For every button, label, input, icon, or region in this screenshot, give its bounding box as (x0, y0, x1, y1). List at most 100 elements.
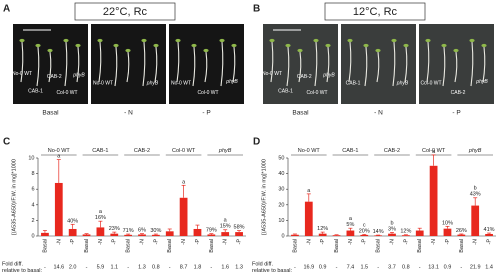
seedling-leaf (75, 43, 81, 48)
x-tick-label: -P (195, 239, 201, 245)
seedling-leaf (441, 43, 447, 48)
percent-label: 58% (234, 224, 245, 230)
letter-label: a (349, 216, 353, 222)
x-tick-label: Basal (42, 239, 48, 253)
y-tick-label: 6 (31, 187, 34, 193)
seedling-stem (114, 46, 118, 87)
seedling-leaf (175, 38, 181, 43)
bar (138, 234, 146, 236)
photo-label: CAB-2 (451, 90, 466, 96)
seedling-stem (192, 46, 196, 87)
seedling-stem (392, 41, 396, 87)
photo-label: No-0 WT (262, 71, 282, 77)
x-tick-label: Basal (209, 239, 215, 253)
group-label: phyB (468, 148, 482, 154)
percent-label: 20% (359, 228, 370, 234)
photo-label: CAB-1 (346, 81, 361, 87)
group-label: Col-0 WT (172, 148, 196, 154)
bar (165, 231, 174, 236)
seedling-leaf (285, 43, 291, 48)
fold-diff: 0.8 (402, 264, 410, 270)
seedling-leaf (113, 43, 119, 48)
seedling-leaf (35, 43, 41, 48)
bar (235, 232, 243, 236)
seedling-leaf (219, 38, 225, 43)
bar (429, 165, 438, 236)
seedling-stem (298, 51, 302, 83)
seedling-stem (482, 46, 486, 83)
x-tick-label: -N (181, 239, 187, 245)
percent-label: 40% (67, 218, 78, 224)
letter-label: a (99, 209, 103, 215)
photo-label: phyB (146, 81, 159, 87)
panel-letter: B (253, 4, 260, 15)
fold-diff: 1.3 (138, 264, 146, 270)
fold-diff: - (377, 264, 379, 270)
group-label: CAB-2 (134, 148, 150, 154)
seedling-stem (98, 41, 102, 83)
seedling-stem (142, 41, 146, 87)
seedling-stem (314, 41, 318, 87)
fold-diff: 1.8 (194, 264, 202, 270)
seedling-stem (376, 51, 380, 83)
letter-label: a (307, 188, 311, 194)
photo-caption: - P (452, 110, 460, 117)
x-tick-label: -P (70, 239, 76, 245)
bar (82, 234, 91, 236)
fold-diff: - (210, 264, 212, 270)
bar (318, 233, 327, 236)
seedling-leaf (203, 48, 209, 53)
letter-label: a (432, 149, 436, 155)
fold-diff: 14.6 (53, 264, 64, 270)
bar (110, 233, 119, 236)
y-axis-label: [(A535-A650)/F.W. in mg]*1000 (261, 159, 267, 235)
x-tick-label: -P (237, 239, 243, 245)
bar (332, 235, 341, 236)
fold-diff: - (294, 264, 296, 270)
x-tick-label: -N (56, 239, 62, 245)
seedling-leaf (297, 48, 303, 53)
group-label: CAB-1 (92, 148, 108, 154)
fold-diff: 1.6 (221, 264, 229, 270)
photo-label: phyB (396, 81, 409, 87)
seedling-stem (426, 41, 430, 83)
bar (388, 233, 396, 236)
fold-diff: 5.9 (97, 264, 105, 270)
x-tick-label: -N (139, 239, 145, 245)
seedling-leaf (347, 38, 353, 43)
seedling-stem (442, 46, 446, 87)
percent-label: 26% (456, 228, 467, 234)
bar (304, 201, 313, 236)
fold-label: relative to basal: (252, 268, 293, 274)
fold-label: Fold diff. (252, 261, 273, 267)
fold-diff: 7.4 (347, 264, 355, 270)
seedling-stem (404, 46, 408, 83)
x-tick-label: -N (473, 239, 479, 245)
fold-diff: - (460, 264, 462, 270)
percent-label: 3% (388, 226, 396, 232)
bar (443, 228, 452, 236)
fold-diff: 0.9 (319, 264, 327, 270)
x-tick-label: -P (403, 239, 409, 245)
bar (68, 228, 77, 236)
seedling-stem (64, 41, 68, 87)
bar (415, 230, 424, 236)
seedling-stem (154, 46, 158, 83)
percent-label: 16% (95, 215, 106, 221)
y-axis-label: [(A535-A650)/F.W. in mg]*1000 (11, 159, 17, 235)
x-tick-label: -N (389, 239, 395, 245)
photo-label: Col-0 WT (56, 90, 77, 96)
photo-label: No-0 WT (171, 81, 191, 87)
bar (54, 182, 63, 236)
seedling-stem (20, 41, 24, 83)
bar (485, 233, 493, 236)
x-tick-label: -N (348, 239, 354, 245)
fold-diff: 2.0 (69, 264, 77, 270)
fold-diff: 21.9 (470, 264, 481, 270)
bar (401, 235, 410, 236)
percent-label: 12% (400, 229, 411, 235)
fold-label: Fold diff. (2, 261, 23, 267)
photo-label: CAB-1 (28, 89, 43, 95)
fold-diff: - (419, 264, 421, 270)
